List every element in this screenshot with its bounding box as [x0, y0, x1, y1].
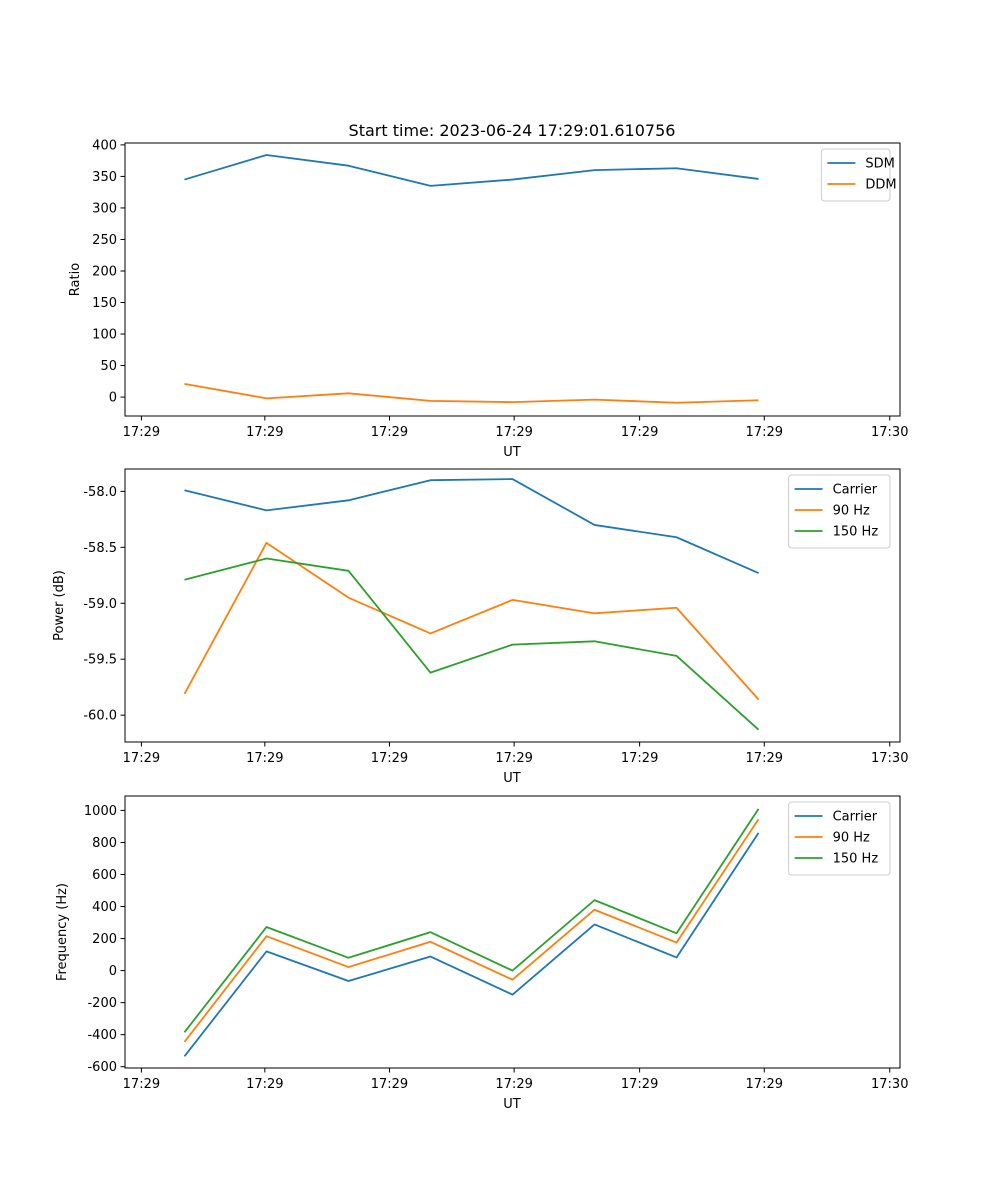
plot-frame [124, 795, 901, 1069]
x-tick-label: 17:29 [746, 425, 783, 440]
x-tick-label: 17:29 [123, 1077, 160, 1092]
legend-box [788, 801, 891, 876]
plot-frame [124, 468, 901, 743]
x-tick-label: 17:29 [371, 1077, 408, 1092]
ratio-panel: 17:29 17:29 17:29 17:29 17:29 17:29 17:30 0 50 10… [68, 138, 908, 460]
legend-box [788, 474, 891, 549]
y-tick-label: -400 [87, 1028, 117, 1043]
x-tick-label: 17:29 [246, 425, 283, 440]
y-tick-label: 200 [92, 264, 117, 279]
x-tick-label: 17:29 [371, 751, 408, 766]
legend-box [820, 148, 891, 202]
y-tick-label: -58.0 [83, 485, 117, 500]
y-axis-label: Frequency (Hz) [55, 883, 70, 981]
series-line-carrier [183, 832, 760, 1057]
y-tick-label: 0 [109, 964, 117, 979]
x-tick-label: 17:29 [371, 425, 408, 440]
x-tick-label: 17:29 [495, 751, 532, 766]
series-line-ddm [184, 382, 759, 404]
figure-title: Start time: 2023-06-24 17:29:01.610756 [349, 121, 676, 140]
y-tick-label: 400 [92, 138, 117, 153]
legend-label: 90 Hz [833, 831, 870, 846]
y-tick-label: -60.0 [83, 709, 117, 724]
legend-label: 150 Hz [833, 852, 879, 867]
y-axis-label: Ratio [68, 263, 83, 296]
y-tick-label: 250 [92, 233, 117, 248]
x-tick-label: 17:29 [495, 425, 532, 440]
x-tick-label: 17:29 [746, 1077, 783, 1092]
legend-label: SDM [865, 157, 894, 172]
plot-frame [124, 142, 901, 417]
y-tick-label: -59.5 [83, 653, 117, 668]
x-tick-label: 17:29 [246, 751, 283, 766]
x-tick-label: 17:30 [871, 751, 908, 766]
x-tick-label: 17:29 [621, 751, 658, 766]
legend-label: Carrier [833, 483, 878, 498]
y-tick-label: 600 [92, 868, 117, 883]
y-tick-label: 800 [92, 836, 117, 851]
x-tick-label: 17:29 [495, 1077, 532, 1092]
y-axis-label: Power (dB) [52, 570, 67, 641]
x-axis-label: UT [503, 445, 521, 460]
y-tick-label: 400 [92, 900, 117, 915]
legend: Carrier 90 Hz 150 Hz [788, 474, 891, 549]
y-tick-label: -59.0 [83, 597, 117, 612]
series-line-carrier [184, 478, 759, 574]
x-tick-label: 17:30 [871, 1077, 908, 1092]
x-tick-label: 17:29 [123, 425, 160, 440]
series-line-150-hz [184, 557, 760, 731]
y-tick-label: 150 [92, 296, 117, 311]
x-tick-label: 17:29 [246, 1077, 283, 1092]
y-tick-label: 200 [92, 932, 117, 947]
legend-label: 90 Hz [833, 504, 870, 519]
legend-label: Carrier [833, 810, 878, 825]
y-tick-label: 1000 [84, 804, 117, 819]
y-tick-label: 100 [92, 328, 117, 343]
y-tick-label: -600 [87, 1060, 117, 1075]
series-line-90-hz [183, 818, 760, 1043]
x-tick-label: 17:29 [621, 1077, 658, 1092]
x-tick-label: 17:29 [123, 751, 160, 766]
legend-label: DDM [865, 178, 896, 193]
x-tick-label: 17:30 [871, 425, 908, 440]
series-line-sdm [184, 154, 759, 187]
legend-label: 150 Hz [833, 525, 879, 540]
x-axis-label: UT [503, 1097, 521, 1112]
y-tick-label: 300 [92, 201, 117, 216]
x-axis-label: UT [503, 771, 521, 786]
y-tick-label: 0 [109, 391, 117, 406]
series-line-150-hz [183, 808, 760, 1033]
legend: Carrier 90 Hz 150 Hz [788, 801, 891, 876]
y-tick-label: 350 [92, 170, 117, 185]
legend: SDM DDM [820, 148, 897, 202]
power-panel: 17:29 17:29 17:29 17:29 17:29 17:29 17:30 -60.0… [52, 468, 908, 786]
y-tick-label: 50 [100, 359, 117, 374]
y-tick-label: -200 [87, 996, 117, 1011]
frequency-panel: 17:29 17:29 17:29 17:29 17:29 17:29 17:30 -600 -… [55, 795, 908, 1112]
y-tick-label: -58.5 [83, 541, 117, 556]
x-tick-label: 17:29 [621, 425, 658, 440]
series-line-90-hz [183, 541, 760, 701]
x-tick-label: 17:29 [746, 751, 783, 766]
